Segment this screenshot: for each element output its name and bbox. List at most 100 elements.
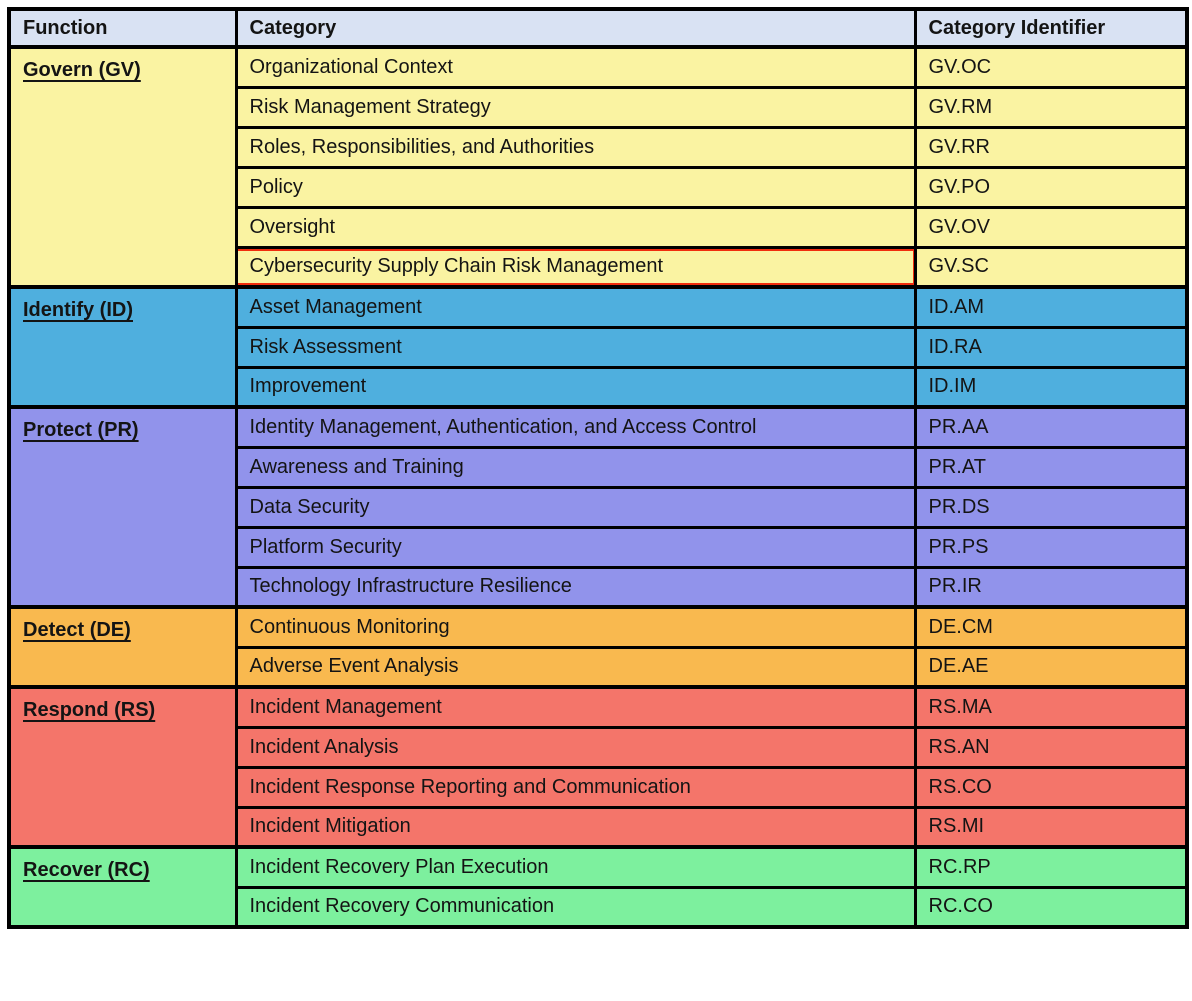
category-label: Incident Recovery Plan Execution: [249, 855, 549, 878]
category-label: Incident Management: [249, 695, 442, 718]
category-cell: Improvement: [234, 365, 917, 409]
category-identifier-label: ID.AM: [928, 295, 985, 318]
category-cell: Risk Management Strategy: [234, 85, 917, 129]
table-row: Incident Recovery Communication RC.CO: [9, 885, 1189, 929]
category-identifier-label: DE.CM: [928, 615, 993, 638]
table-row: Incident Mitigation RS.MI: [9, 805, 1189, 849]
category-identifier-cell: DE.CM: [913, 605, 1189, 649]
category-identifier-cell: GV.PO: [913, 165, 1189, 209]
table-body: Govern (GV) Organizational Context GV.OC Ri…: [7, 45, 1189, 929]
category-cell: Incident Recovery Communication: [234, 885, 917, 929]
category-identifier-cell: GV.OV: [913, 205, 1189, 249]
category-label: Incident Response Reporting and Communic…: [249, 775, 691, 798]
category-label: Awareness and Training: [249, 455, 464, 478]
category-identifier-label: PR.AA: [928, 415, 989, 438]
category-identifier-label: PR.AT: [928, 455, 986, 478]
table-row: Data Security PR.DS: [9, 485, 1189, 529]
category-cell: Cybersecurity Supply Chain Risk Manageme…: [234, 245, 917, 289]
category-cell: Incident Recovery Plan Execution: [234, 845, 917, 889]
category-label: Incident Recovery Communication: [249, 895, 555, 918]
table-row: Respond (RS) Incident Management RS.MA: [7, 685, 1189, 849]
category-cell: Continuous Monitoring: [234, 605, 917, 649]
category-identifier-cell: ID.RA: [913, 325, 1189, 369]
category-cell: Technology Infrastructure Resilience: [234, 565, 917, 609]
function-label: Identify (ID): [23, 299, 133, 321]
category-cell: Incident Analysis: [234, 725, 917, 769]
table-row: Recover (RC) Incident Recovery Plan Execu…: [7, 845, 1189, 929]
category-identifier-label: RS.AN: [928, 735, 990, 758]
table-row: Govern (GV) Organizational Context GV.OC: [7, 45, 1189, 289]
category-identifier-label: PR.PS: [928, 535, 989, 558]
category-cell: Platform Security: [234, 525, 917, 569]
table-header-row: Function Category Category Identifier: [7, 7, 1189, 49]
category-label: Continuous Monitoring: [249, 615, 450, 638]
category-identifier-cell: PR.IR: [913, 565, 1189, 609]
category-cell: Data Security: [234, 485, 917, 529]
category-identifier-label: GV.RM: [928, 95, 993, 118]
category-cell: Organizational Context: [234, 45, 917, 89]
category-identifier-label: DE.AE: [928, 655, 989, 678]
category-identifier-cell: GV.RR: [913, 125, 1189, 169]
header-category-identifier: Category Identifier: [913, 7, 1189, 49]
category-identifier-label: RC.RP: [928, 855, 991, 878]
category-identifier-label: PR.IR: [928, 575, 982, 598]
category-identifier-cell: GV.SC: [913, 245, 1189, 289]
header-category: Category: [234, 7, 917, 49]
category-identifier-cell: ID.IM: [913, 365, 1189, 409]
category-cell: Risk Assessment: [234, 325, 917, 369]
table-row: Adverse Event Analysis DE.AE: [9, 645, 1189, 689]
table-row: Roles, Responsibilities, and Authorities…: [9, 125, 1189, 169]
table-row: Technology Infrastructure Resilience PR.I…: [9, 565, 1189, 609]
category-cell: Policy: [234, 165, 917, 209]
category-identifier-label: RS.CO: [928, 775, 992, 798]
category-label: Platform Security: [249, 535, 402, 558]
function-cell-identify: Identify (ID): [7, 285, 238, 409]
category-identifier-label: RS.MA: [928, 695, 992, 718]
category-label: Improvement: [249, 375, 367, 398]
category-label: Identity Management, Authentication, and…: [249, 415, 757, 438]
category-identifier-cell: PR.DS: [913, 485, 1189, 529]
category-identifier-label: GV.PO: [928, 175, 991, 198]
category-label: Adverse Event Analysis: [249, 655, 459, 678]
category-label: Policy: [249, 175, 303, 198]
category-identifier-cell: DE.AE: [913, 645, 1189, 689]
category-cell: Oversight: [234, 205, 917, 249]
table-row: Risk Management Strategy GV.RM: [9, 85, 1189, 129]
category-label: Incident Mitigation: [249, 815, 411, 838]
table-row: Improvement ID.IM: [9, 365, 1189, 409]
category-identifier-cell: RS.CO: [913, 765, 1189, 809]
category-label: Data Security: [249, 495, 370, 518]
category-cell: Asset Management: [234, 285, 917, 329]
category-identifier-label: ID.RA: [928, 335, 982, 358]
category-identifier-cell: RC.RP: [913, 845, 1189, 889]
table-row: Cybersecurity Supply Chain Risk Manageme…: [9, 245, 1189, 289]
category-identifier-label: GV.OV: [928, 215, 991, 238]
function-label: Respond (RS): [23, 699, 156, 721]
table-row: Identify (ID) Asset Management ID.AM: [7, 285, 1189, 409]
category-label: Organizational Context: [249, 55, 453, 78]
category-identifier-cell: GV.RM: [913, 85, 1189, 129]
category-label: Risk Management Strategy: [249, 95, 491, 118]
category-cell: Awareness and Training: [234, 445, 917, 489]
category-identifier-label: RS.MI: [928, 815, 985, 838]
category-identifier-label: GV.RR: [928, 135, 991, 158]
category-identifier-cell: GV.OC: [913, 45, 1189, 89]
category-cell: Incident Response Reporting and Communic…: [234, 765, 917, 809]
category-label: Oversight: [249, 215, 336, 238]
category-cell: Identity Management, Authentication, and…: [234, 405, 917, 449]
category-label: Roles, Responsibilities, and Authorities: [249, 135, 595, 158]
function-cell-recover: Recover (RC): [7, 845, 238, 929]
category-identifier-cell: RS.MI: [913, 805, 1189, 849]
category-label: Asset Management: [249, 295, 422, 318]
category-identifier-cell: PR.AA: [913, 405, 1189, 449]
category-cell: Incident Mitigation: [234, 805, 917, 849]
category-identifier-label: RC.CO: [928, 895, 993, 918]
function-label: Detect (DE): [23, 619, 131, 641]
category-cell: Roles, Responsibilities, and Authorities: [234, 125, 917, 169]
table-row: Detect (DE) Continuous Monitoring DE.CM: [7, 605, 1189, 689]
table-row: Policy GV.PO: [9, 165, 1189, 209]
category-label: Incident Analysis: [249, 735, 399, 758]
category-identifier-cell: RS.AN: [913, 725, 1189, 769]
category-label: Cybersecurity Supply Chain Risk Manageme…: [249, 255, 664, 278]
category-identifier-label: GV.OC: [928, 55, 992, 78]
